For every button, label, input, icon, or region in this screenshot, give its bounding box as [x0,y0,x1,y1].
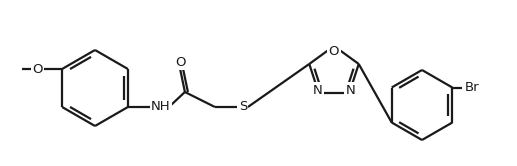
Text: O: O [32,63,42,76]
Text: Br: Br [465,81,480,94]
Text: NH: NH [151,100,171,114]
Text: O: O [329,44,339,57]
Text: N: N [313,83,323,97]
Text: S: S [239,100,247,114]
Text: N: N [345,83,355,97]
Text: O: O [176,55,186,69]
